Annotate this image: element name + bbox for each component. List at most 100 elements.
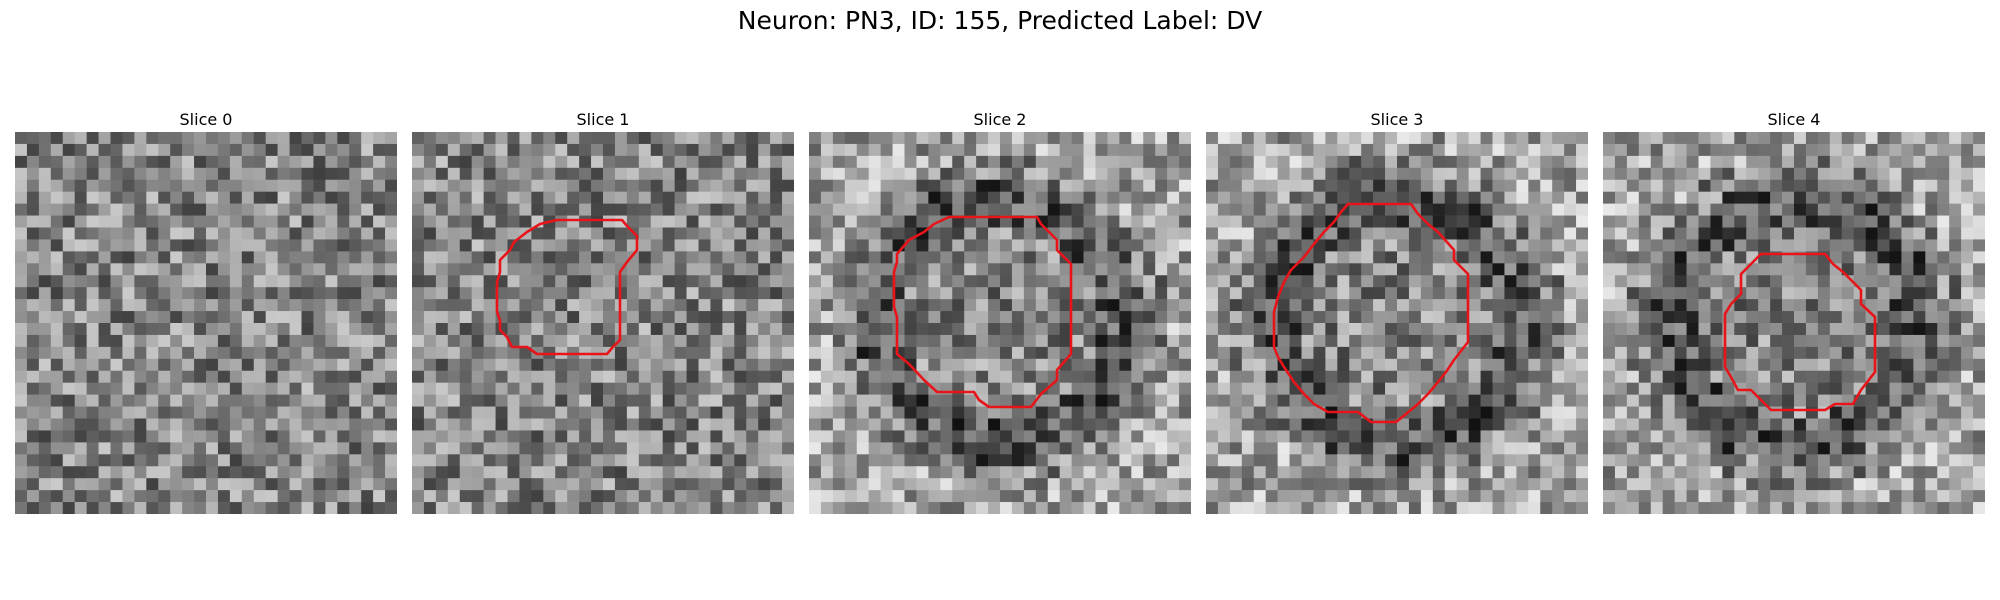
image-pixel xyxy=(1096,204,1108,216)
image-pixel xyxy=(1421,442,1433,454)
image-pixel xyxy=(1206,359,1218,371)
image-pixel xyxy=(940,478,952,490)
image-pixel xyxy=(1107,502,1119,514)
image-pixel xyxy=(194,275,206,287)
image-pixel xyxy=(1313,132,1325,144)
image-pixel xyxy=(639,430,651,442)
image-pixel xyxy=(567,419,579,431)
image-pixel xyxy=(182,192,194,204)
image-pixel xyxy=(1481,478,1493,490)
image-pixel xyxy=(1699,239,1711,251)
image-pixel xyxy=(1254,275,1266,287)
image-pixel xyxy=(809,180,821,192)
image-pixel xyxy=(1722,168,1734,180)
image-pixel xyxy=(1206,502,1218,514)
image-pixel xyxy=(1627,311,1639,323)
image-pixel xyxy=(615,132,627,144)
image-pixel xyxy=(1603,430,1615,442)
image-pixel xyxy=(508,251,520,263)
image-pixel xyxy=(1397,490,1409,502)
image-pixel xyxy=(1901,323,1913,335)
image-pixel xyxy=(424,287,436,299)
image-pixel xyxy=(1710,454,1722,466)
image-pixel xyxy=(567,180,579,192)
image-pixel xyxy=(976,156,988,168)
image-pixel xyxy=(976,442,988,454)
image-pixel xyxy=(1337,239,1349,251)
image-pixel xyxy=(1937,347,1949,359)
image-pixel xyxy=(254,299,266,311)
image-pixel xyxy=(313,156,325,168)
image-pixel xyxy=(1337,156,1349,168)
image-pixel xyxy=(1603,180,1615,192)
image-pixel xyxy=(182,216,194,228)
image-pixel xyxy=(746,347,758,359)
image-pixel xyxy=(448,466,460,478)
image-pixel xyxy=(881,395,893,407)
image-pixel xyxy=(1167,168,1179,180)
image-pixel xyxy=(1096,383,1108,395)
image-pixel xyxy=(158,216,170,228)
image-pixel xyxy=(1313,359,1325,371)
image-pixel xyxy=(1576,228,1588,240)
image-pixel xyxy=(651,228,663,240)
image-pixel xyxy=(278,216,290,228)
image-pixel xyxy=(1564,335,1576,347)
image-pixel xyxy=(1230,407,1242,419)
image-pixel xyxy=(699,430,711,442)
image-pixel xyxy=(1230,299,1242,311)
image-pixel xyxy=(1973,192,1985,204)
image-pixel xyxy=(1155,407,1167,419)
image-pixel xyxy=(313,299,325,311)
image-pixel xyxy=(519,430,531,442)
image-pixel xyxy=(1000,502,1012,514)
image-pixel xyxy=(122,144,134,156)
image-pixel xyxy=(699,466,711,478)
image-pixel xyxy=(218,263,230,275)
image-pixel xyxy=(1107,228,1119,240)
image-pixel xyxy=(663,395,675,407)
image-pixel xyxy=(361,502,373,514)
image-pixel xyxy=(952,228,964,240)
image-pixel xyxy=(1818,359,1830,371)
image-pixel xyxy=(242,263,254,275)
image-pixel xyxy=(1818,156,1830,168)
image-pixel xyxy=(63,478,75,490)
image-pixel xyxy=(373,204,385,216)
image-pixel xyxy=(218,359,230,371)
image-pixel xyxy=(1421,251,1433,263)
image-pixel xyxy=(1349,419,1361,431)
image-pixel xyxy=(1746,347,1758,359)
image-pixel xyxy=(758,299,770,311)
image-pixel xyxy=(1218,144,1230,156)
image-pixel xyxy=(905,466,917,478)
image-pixel xyxy=(699,204,711,216)
image-pixel xyxy=(1084,251,1096,263)
image-pixel xyxy=(1000,335,1012,347)
image-pixel xyxy=(1096,371,1108,383)
image-pixel xyxy=(1663,192,1675,204)
image-pixel xyxy=(290,454,302,466)
image-pixel xyxy=(857,419,869,431)
image-pixel xyxy=(290,156,302,168)
image-pixel xyxy=(1000,204,1012,216)
image-pixel xyxy=(881,359,893,371)
image-pixel xyxy=(710,275,722,287)
image-pixel xyxy=(1866,144,1878,156)
image-pixel xyxy=(1072,204,1084,216)
image-pixel xyxy=(1421,228,1433,240)
image-pixel xyxy=(1734,132,1746,144)
image-pixel xyxy=(1564,419,1576,431)
image-pixel xyxy=(952,251,964,263)
image-pixel xyxy=(122,228,134,240)
image-pixel xyxy=(182,144,194,156)
image-pixel xyxy=(1540,311,1552,323)
image-pixel xyxy=(746,251,758,263)
image-pixel xyxy=(675,466,687,478)
image-pixel xyxy=(821,251,833,263)
image-pixel xyxy=(782,419,794,431)
image-pixel xyxy=(206,192,218,204)
image-pixel xyxy=(412,371,424,383)
image-pixel xyxy=(230,383,242,395)
image-pixel xyxy=(1000,299,1012,311)
